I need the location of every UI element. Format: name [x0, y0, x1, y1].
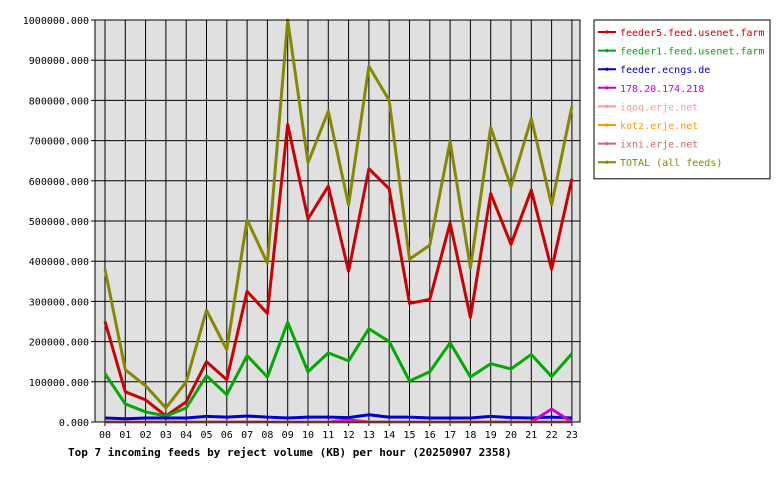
y-tick-label: 800000.000 — [29, 96, 89, 107]
x-tick-label: 15 — [403, 430, 415, 441]
y-tick-label: 500000.000 — [29, 217, 89, 228]
legend-label: kotz.erje.net — [620, 121, 698, 132]
y-tick-label: 1000000.000 — [23, 16, 89, 27]
x-tick-label: 14 — [383, 430, 395, 441]
legend-label: TOTAL (all feeds) — [620, 158, 722, 169]
legend-marker — [605, 142, 609, 146]
x-tick-label: 07 — [241, 430, 253, 441]
legend-label: feeder.ecngs.de — [620, 65, 710, 76]
legend-box — [593, 19, 771, 180]
y-tick-label: 400000.000 — [29, 257, 89, 268]
legend-label: iqoq.erje.net — [620, 102, 698, 113]
x-tick-label: 18 — [464, 430, 476, 441]
x-tick-label: 03 — [160, 430, 172, 441]
x-axis-ticks: 00 01 02 03 04 05 06 07 08 09 10 11 12 13 14 15 16 17 18 19… — [99, 422, 578, 441]
legend-marker — [605, 49, 609, 53]
x-tick-label: 09 — [282, 430, 294, 441]
y-tick-label: 200000.000 — [29, 338, 89, 349]
x-tick-label: 01 — [119, 430, 131, 441]
legend-label: feeder5.feed.usenet.farm — [620, 28, 765, 39]
legend-marker — [605, 67, 609, 71]
y-tick-label: 700000.000 — [29, 137, 89, 148]
legend-label: ixni.erje.net — [620, 140, 698, 151]
x-tick-label: 11 — [322, 430, 334, 441]
x-tick-label: 19 — [485, 430, 497, 441]
y-tick-label: 100000.000 — [29, 378, 89, 389]
legend-marker — [605, 86, 609, 90]
x-tick-label: 02 — [140, 430, 152, 441]
x-tick-label: 00 — [99, 430, 111, 441]
x-tick-label: 04 — [180, 430, 192, 441]
x-tick-label: 20 — [505, 430, 517, 441]
legend-marker — [605, 104, 609, 108]
legend-label: 178.20.174.218 — [620, 84, 704, 95]
series-line-7 — [103, 18, 574, 410]
x-tick-label: 08 — [261, 430, 273, 441]
legend-marker — [605, 30, 609, 34]
x-tick-label: 23 — [566, 430, 578, 441]
x-tick-label: 17 — [444, 430, 456, 441]
legend-marker — [605, 160, 609, 164]
y-tick-label: 600000.000 — [29, 177, 89, 188]
x-tick-label: 10 — [302, 430, 314, 441]
x-tick-label: 13 — [363, 430, 375, 441]
chart-title: Top 7 incoming feeds by reject volume (K… — [68, 446, 512, 459]
x-tick-label: 06 — [221, 430, 233, 441]
legend-label: feeder1.feed.usenet.farm — [620, 47, 765, 58]
y-axis-ticks: 0.000 100000.000 200000.000 300000.000 40000… — [23, 16, 95, 429]
x-tick-label: 22 — [546, 430, 558, 441]
legend: feeder5.feed.usenet.farm feeder1.feed.use… — [593, 19, 771, 180]
series-line-2 — [104, 413, 572, 421]
series-line-0 — [103, 123, 574, 418]
legend-marker — [605, 123, 609, 127]
x-tick-label: 16 — [424, 430, 436, 441]
y-tick-label: 0.000 — [59, 418, 89, 429]
x-tick-label: 05 — [200, 430, 212, 441]
y-tick-label: 300000.000 — [29, 297, 89, 308]
y-tick-label: 900000.000 — [29, 56, 89, 67]
x-tick-label: 12 — [343, 430, 355, 441]
x-tick-label: 21 — [525, 430, 537, 441]
plot-border — [94, 19, 581, 423]
series-line-1 — [103, 320, 574, 418]
